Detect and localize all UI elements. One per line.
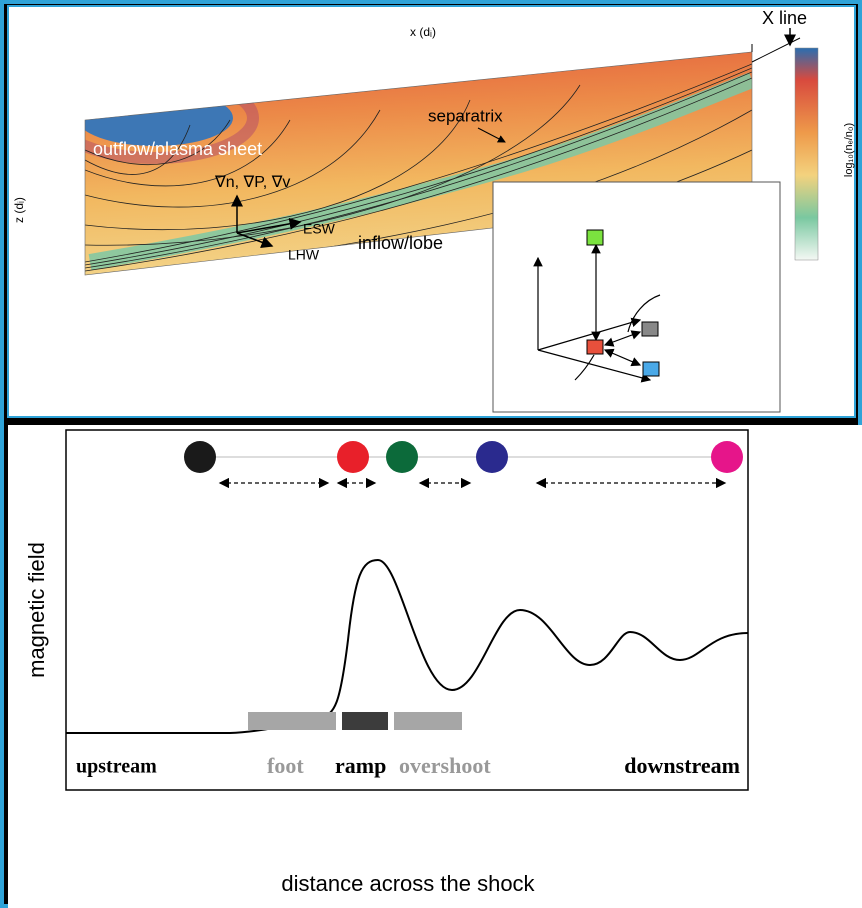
gradients-label: ∇n, ∇P, ∇v xyxy=(214,174,290,191)
x-axis-label: x (dᵢ) xyxy=(410,25,436,39)
ramp-label: ramp xyxy=(335,753,386,778)
upstream-label: upstream xyxy=(76,756,157,778)
cluster-dot xyxy=(711,441,743,473)
mms1-dot xyxy=(184,441,216,473)
ramp-bar xyxy=(342,712,388,730)
mms2-dot xyxy=(337,441,369,473)
mms3-dot xyxy=(386,441,418,473)
x-line-label: X line xyxy=(762,8,807,28)
inset xyxy=(493,182,780,412)
gray-satellite xyxy=(642,322,658,336)
lhw-label: LHW xyxy=(288,247,320,263)
red-satellite xyxy=(587,340,603,354)
overshoot-bar xyxy=(394,712,462,730)
foot-label: foot xyxy=(267,753,304,778)
colorbar-label: log₁₀(nₑ/n₀) xyxy=(843,123,855,177)
x-axis-label: distance across the shock xyxy=(281,871,535,896)
bottom-panel xyxy=(8,425,862,908)
page: x (dᵢ) z (dᵢ) log₁₀(nₑ/n₀) X line separa… xyxy=(0,0,862,908)
downstream-label: downstream xyxy=(624,753,740,778)
inflow-label: inflow/lobe xyxy=(358,233,443,253)
foot-bar xyxy=(248,712,336,730)
colorbar xyxy=(795,48,818,260)
z-axis-label: z (dᵢ) xyxy=(12,197,26,223)
outflow-label: outflow/plasma sheet xyxy=(93,139,262,159)
esw-label: ESW xyxy=(303,221,336,237)
separatrix-label: separatrix xyxy=(428,106,503,125)
overshoot-label: overshoot xyxy=(399,753,491,778)
blue-satellite xyxy=(643,362,659,376)
mms4-dot xyxy=(476,441,508,473)
y-axis-label: magnetic field xyxy=(24,542,49,678)
figure: x (dᵢ) z (dᵢ) log₁₀(nₑ/n₀) X line separa… xyxy=(0,0,862,908)
green-satellite xyxy=(587,230,603,245)
